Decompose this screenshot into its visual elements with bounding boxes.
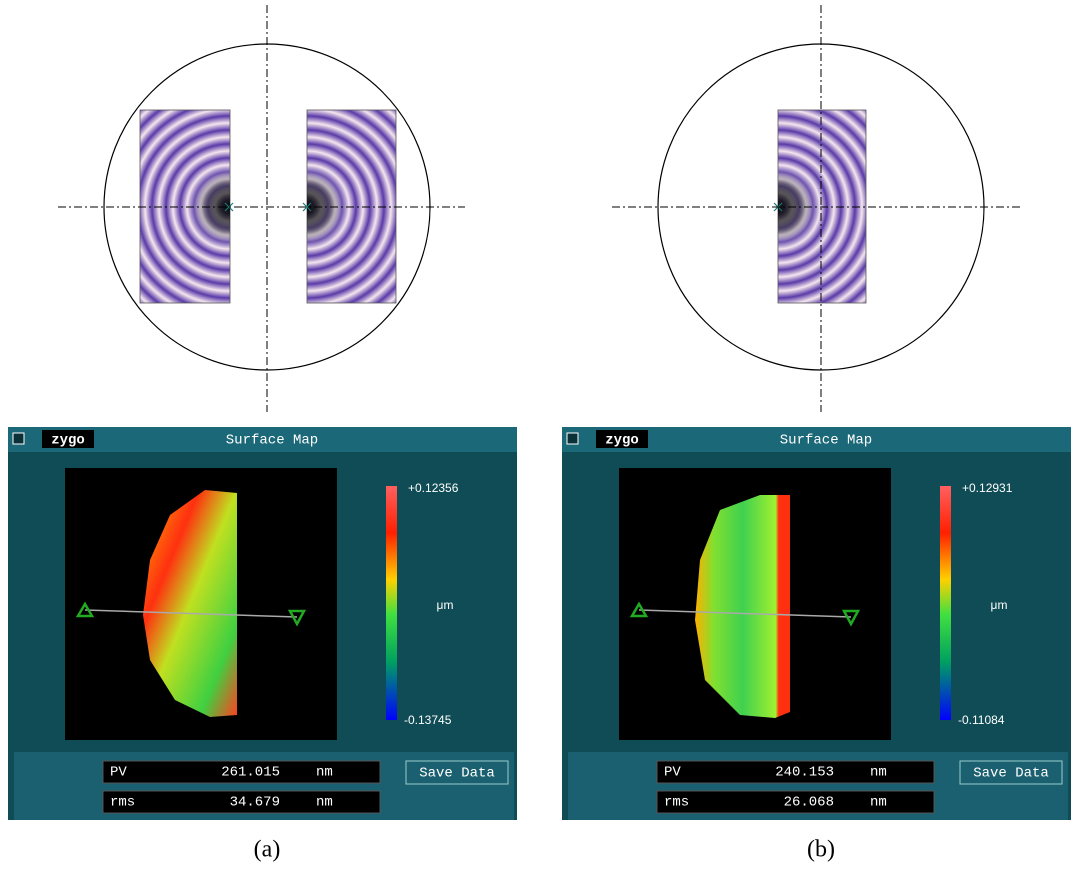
window-title: Surface Map	[780, 433, 872, 449]
scale-min: -0.13745	[404, 713, 452, 727]
pv-value: 261.015	[221, 765, 280, 781]
close-icon	[13, 433, 24, 444]
pv-value: 240.153	[775, 765, 834, 781]
pv-unit: nm	[870, 765, 887, 781]
scale-unit: μm	[437, 598, 454, 612]
rms-unit: nm	[316, 795, 333, 811]
pv-label: PV	[664, 765, 681, 781]
scale-max: +0.12931	[962, 481, 1013, 495]
save-button-label[interactable]: Save Data	[973, 766, 1049, 782]
rms-value: 26.068	[784, 795, 834, 811]
rms-unit: nm	[870, 795, 887, 811]
pv-unit: nm	[316, 765, 333, 781]
figure: zygo Surface Map +0.12356 μm -0.13745 PV 261.0…	[0, 0, 1071, 871]
scale-min: -0.11084	[958, 713, 1005, 727]
caption: (a)	[254, 837, 281, 863]
rms-label: rms	[664, 795, 689, 811]
color-bar	[940, 486, 951, 720]
logo: zygo	[605, 433, 639, 449]
save-button-label[interactable]: Save Data	[419, 766, 495, 782]
pv-label: PV	[110, 765, 127, 781]
rms-label: rms	[110, 795, 135, 811]
close-icon	[567, 433, 578, 444]
scale-unit: μm	[991, 598, 1008, 612]
logo: zygo	[51, 433, 85, 449]
color-bar	[386, 486, 397, 720]
window-title: Surface Map	[226, 433, 318, 449]
caption: (b)	[807, 837, 835, 863]
scale-max: +0.12356	[408, 481, 459, 495]
fringe-center	[140, 110, 230, 303]
rms-value: 34.679	[230, 795, 280, 811]
